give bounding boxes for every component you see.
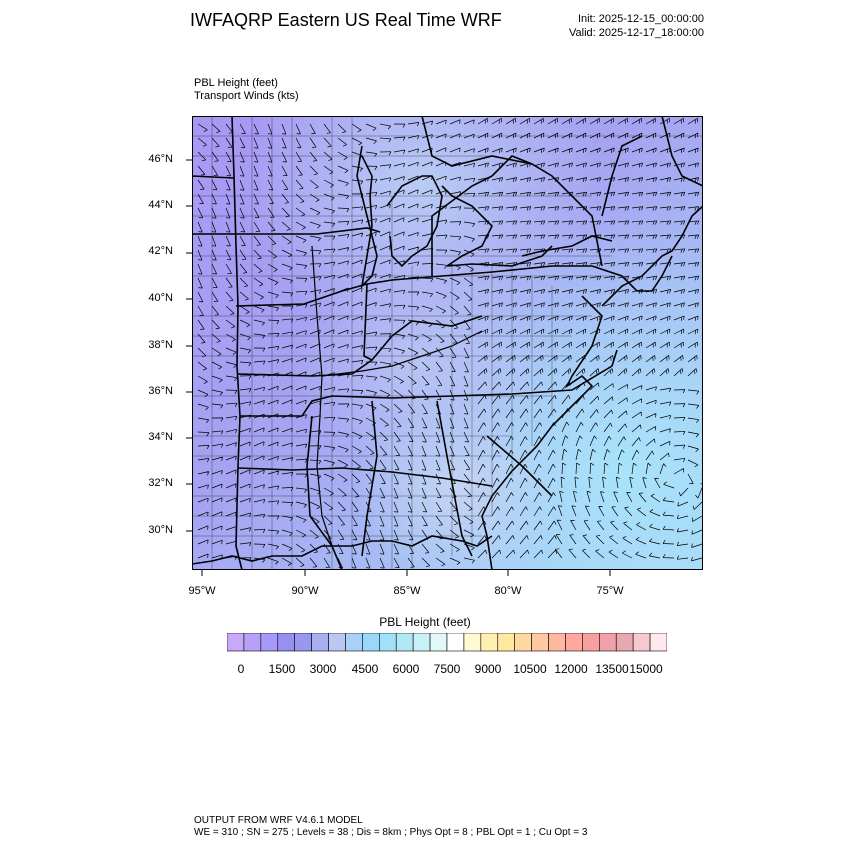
colorbar-box [429,633,448,652]
colorbar-box [412,633,431,652]
colorbar-box [514,633,532,652]
colorbar-box [480,633,499,652]
colorbar-box [565,633,583,652]
colorbar-label: 6000 [392,662,420,676]
colorbar-box [599,633,617,652]
lat-tick-label: 36°N [148,385,173,397]
colorbar-box [395,633,414,652]
colorbar-label: 1500 [268,662,296,676]
init-time: Init: 2025-12-15_00:00:00 [578,13,704,25]
map-frame [192,116,703,570]
colorbar-box [311,633,329,652]
colorbar-title: PBL Height (feet) [379,615,471,629]
colorbar-box [294,633,312,652]
lat-ticks [186,159,192,532]
colorbar-label: 7500 [433,662,461,676]
lat-tick-label: 44°N [148,199,173,211]
colorbar-label: 12000 [554,662,588,676]
lat-tick-label: 38°N [148,339,173,351]
plot-title: IWFAQRP Eastern US Real Time WRF [190,10,502,30]
colorbar-box [345,633,363,652]
colorbar-box [379,633,397,652]
field-label: PBL Height (feet) [194,77,278,89]
colorbar-label: 9000 [474,662,502,676]
colorbar-box [463,633,482,652]
lat-tick-label: 32°N [148,477,173,489]
colorbar-label: 15000 [629,662,663,676]
lat-tick-label: 30°N [148,524,173,536]
lat-tick-label: 46°N [148,153,173,165]
model-info: OUTPUT FROM WRF V4.6.1 MODEL [194,815,363,826]
colorbar-label: 3000 [309,662,337,676]
river-lines [311,245,483,547]
colorbar-box [227,633,245,652]
colorbar [227,633,667,652]
lon-tick-label: 95°W [188,585,216,597]
colorbar-label: 0 [237,662,245,676]
colorbar-box [328,633,346,652]
wind-label: Transport Winds (kts) [194,90,299,102]
valid-time: Valid: 2025-12-17_18:00:00 [569,27,704,39]
lon-ticks [201,569,611,576]
lon-tick-label: 75°W [596,585,624,597]
colorbar-box [582,633,600,652]
colorbar-label: 10500 [513,662,547,676]
lon-tick-label: 85°W [393,585,421,597]
colorbar-box [548,633,566,652]
lon-tick-label: 80°W [494,585,522,597]
weather-map [192,116,703,570]
colorbar-box [615,633,634,652]
colorbar-box [446,633,465,652]
colorbar-box [497,633,515,652]
colorbar-box [649,633,667,652]
lat-tick-label: 42°N [148,245,173,257]
colorbar-label: 13500 [595,662,629,676]
colorbar-label: 4500 [351,662,379,676]
colorbar-box [260,633,279,652]
lon-tick-label: 90°W [291,585,319,597]
lat-tick-label: 34°N [148,431,173,443]
colorbar-box [243,633,262,652]
colorbar-box [362,633,380,652]
lat-tick-label: 40°N [148,292,173,304]
colorbar-box [277,633,295,652]
model-params: WE = 310 ; SN = 275 ; Levels = 38 ; Dis … [194,827,588,838]
county-lines [192,116,703,570]
colorbar-box [531,633,549,652]
colorbar-box [632,633,651,652]
